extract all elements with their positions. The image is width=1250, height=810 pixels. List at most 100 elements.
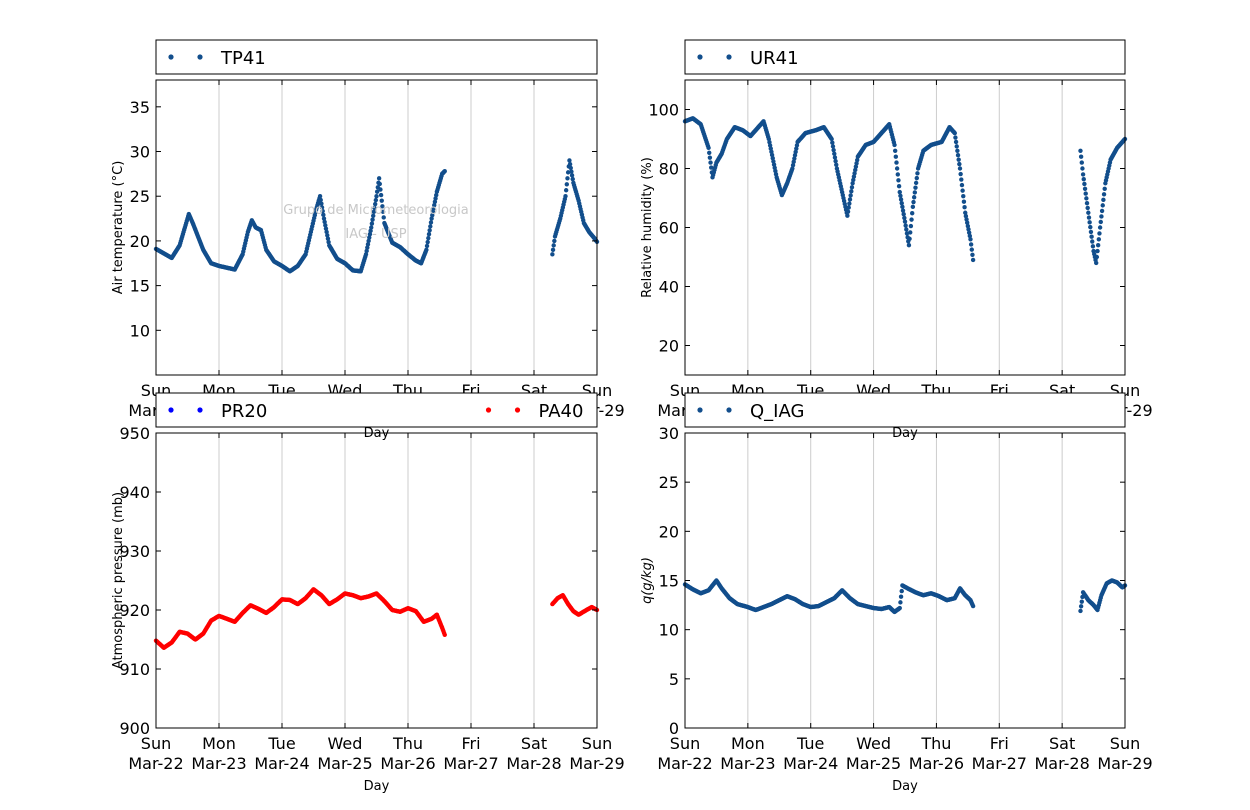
data-point xyxy=(831,147,836,153)
data-point xyxy=(965,223,971,229)
legend-marker xyxy=(197,407,203,413)
y-tick-label: 20 xyxy=(659,522,679,541)
data-point xyxy=(908,223,914,229)
data-point xyxy=(442,632,447,637)
data-point xyxy=(1087,220,1092,225)
data-point xyxy=(434,192,439,198)
data-point xyxy=(853,164,859,169)
x-tick-date-label: Mar-22 xyxy=(128,754,183,773)
data-point xyxy=(365,242,371,247)
data-point xyxy=(564,182,570,187)
data-point xyxy=(846,205,851,210)
data-point xyxy=(903,223,908,228)
data-point xyxy=(898,197,904,202)
data-point xyxy=(847,201,852,206)
data-point xyxy=(899,200,904,206)
data-point xyxy=(952,130,957,136)
x-tick-date-label: Mar-24 xyxy=(783,754,838,773)
x-tick-date-label: Mar-22 xyxy=(657,754,712,773)
x-tick-day-label: Tue xyxy=(796,734,824,753)
data-point xyxy=(563,194,568,199)
data-point xyxy=(896,184,902,189)
data-point xyxy=(1090,239,1095,244)
y-axis-label: q(g/kg) xyxy=(640,557,655,604)
data-point xyxy=(909,217,914,222)
y-tick-label: 940 xyxy=(119,483,150,502)
data-point xyxy=(963,213,969,219)
data-point xyxy=(321,216,327,221)
x-tick-day-label: Mon xyxy=(202,734,236,753)
y-tick-label: 60 xyxy=(659,219,679,238)
data-point xyxy=(374,189,380,194)
legend-marker xyxy=(197,54,203,60)
data-point xyxy=(320,208,325,214)
y-tick-label: 920 xyxy=(119,601,150,620)
data-point xyxy=(959,177,964,182)
y-axis-label: Air temperature (°C) xyxy=(111,161,126,295)
data-point xyxy=(834,162,839,168)
x-tick-date-label: Mar-23 xyxy=(191,754,246,773)
data-points xyxy=(153,158,600,274)
data-point xyxy=(792,156,797,161)
data-point xyxy=(906,243,912,248)
watermark-line-2: IAG - USP xyxy=(345,227,406,242)
data-point xyxy=(1088,224,1093,230)
data-point xyxy=(367,235,372,240)
data-point xyxy=(1099,214,1104,219)
data-point xyxy=(567,158,572,163)
legend-marker xyxy=(697,407,703,413)
legend-label: TP41 xyxy=(220,48,266,69)
data-point xyxy=(380,209,386,215)
data-point xyxy=(552,238,557,244)
x-tick-day-label: Sat xyxy=(521,734,547,753)
y-tick-label: 950 xyxy=(119,424,150,443)
data-point xyxy=(1080,166,1085,171)
data-point xyxy=(960,188,965,193)
data-point xyxy=(324,229,329,235)
data-point xyxy=(956,157,961,162)
legend: Q_IAG xyxy=(684,392,1126,428)
x-tick-date-label: Mar-25 xyxy=(317,754,372,773)
data-point xyxy=(915,171,920,176)
legend-marker xyxy=(168,407,174,413)
legend-marker xyxy=(726,407,732,413)
data-point xyxy=(707,155,713,160)
data-point xyxy=(563,188,569,193)
data-point xyxy=(898,594,904,599)
data-point xyxy=(845,213,850,218)
data-point xyxy=(433,196,438,201)
data-point xyxy=(833,158,838,164)
data-point xyxy=(791,159,796,165)
data-point xyxy=(426,232,432,237)
data-point xyxy=(377,181,382,187)
data-point xyxy=(913,180,919,186)
data-point xyxy=(896,178,901,183)
x-tick-date-label: Mar-26 xyxy=(380,754,435,773)
y-tick-label: 930 xyxy=(119,542,150,561)
data-point xyxy=(1082,181,1087,187)
data-point xyxy=(1078,154,1084,159)
data-point xyxy=(568,165,573,171)
data-point xyxy=(894,160,899,165)
data-point xyxy=(565,170,571,175)
data-point xyxy=(368,228,373,234)
data-point xyxy=(708,160,713,165)
x-axis-label: Day xyxy=(892,779,918,794)
data-point xyxy=(832,155,838,160)
data-point xyxy=(847,197,853,202)
data-point xyxy=(442,168,447,174)
data-point xyxy=(370,217,375,222)
data-point xyxy=(365,245,370,250)
data-point xyxy=(958,171,963,177)
y-tick-label: 20 xyxy=(130,232,150,251)
data-point xyxy=(321,212,326,218)
data-point xyxy=(898,193,903,198)
data-point xyxy=(1083,191,1088,196)
data-point xyxy=(855,157,860,163)
data-point xyxy=(367,232,373,237)
x-tick-date-label: Mar-27 xyxy=(443,754,498,773)
legend-marker xyxy=(514,407,521,413)
data-point xyxy=(955,153,961,158)
data-point xyxy=(1101,197,1106,203)
